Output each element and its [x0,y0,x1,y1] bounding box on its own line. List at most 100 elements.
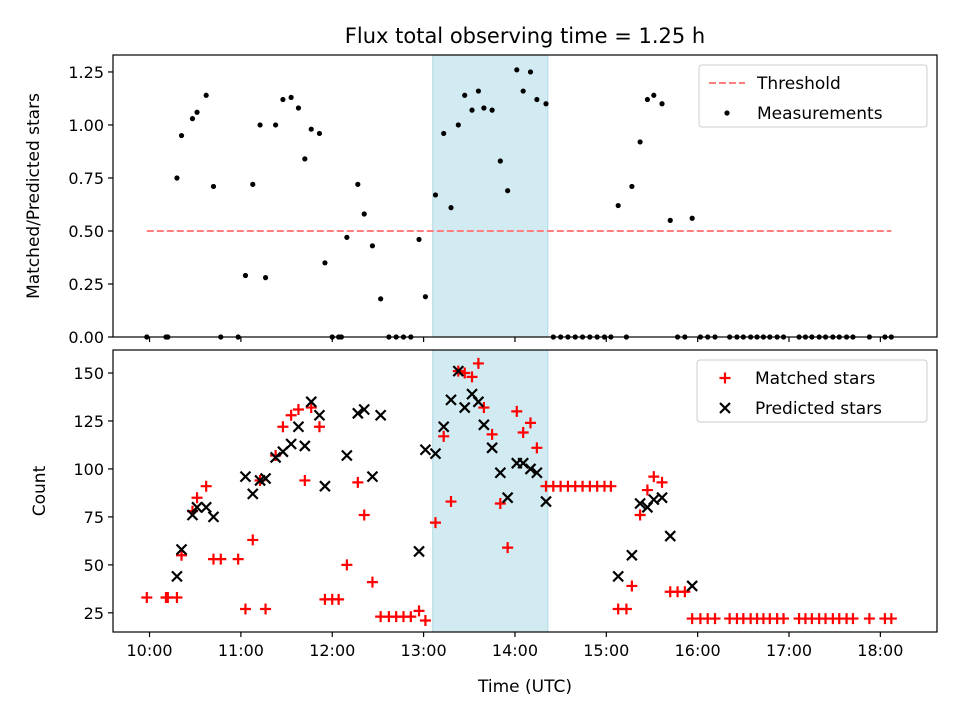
matched-star-point [847,613,859,625]
legend-measurement-swatch [724,110,730,116]
predicted-star-point [656,491,668,504]
predicted-star-point [186,509,199,521]
x-tick-label: 15:00 [583,641,629,660]
predicted-star-point [413,545,425,558]
matched-star-point [285,409,297,421]
measurement-point [422,294,429,300]
measurement-point [355,181,361,187]
predicted-star-point [501,491,514,504]
matched-star-point [778,613,790,625]
measurement-point [178,132,185,139]
predicted-star-point [259,472,272,485]
matched-star-point [413,605,425,617]
predicted-star-point [246,488,259,500]
matched-star-point [511,405,523,417]
predicted-star-point [171,570,183,583]
predicted-star-point [366,470,379,483]
measurement-point [210,183,217,190]
measurement-point [543,101,549,107]
predicted-star-point [239,470,252,483]
predicted-star-point [305,396,318,408]
y-axis-label: Count [30,465,50,516]
measurement-point [629,183,635,190]
y-tick-label: 0.25 [68,275,104,294]
matched-star-point [260,603,272,615]
measurement-point [242,272,249,279]
x-tick-label: 17:00 [766,641,812,660]
predicted-star-point [292,420,305,433]
matched-star-point [648,471,660,483]
y-tick-label: 1.25 [68,63,104,82]
y-tick-label: 1.00 [68,116,104,135]
predicted-star-point [175,543,188,556]
measurement-point [497,158,503,164]
predicted-star-point [664,530,677,542]
measurement-point [455,122,461,128]
predicted-star-point [612,570,624,583]
predicted-star-point [478,419,490,431]
legend-box [698,64,928,128]
y-tick-label: 0.75 [68,169,104,188]
matched-star-point [634,509,646,521]
matched-star-point [405,611,417,623]
predicted-star-point [429,447,442,460]
matched-star-point [313,421,325,433]
measurement-point [462,92,468,98]
matched-star-point [641,484,653,496]
matched-star-point [232,553,244,565]
matched-star-point [215,553,227,565]
predicted-star-point [540,495,552,508]
y-tick-label: 50 [84,556,104,575]
matched-star-point [277,421,289,433]
measurement-point [189,116,196,122]
matched-star-point [863,613,875,625]
measurement-point [489,107,495,113]
measurement-point [481,105,487,111]
legend-box [696,359,928,423]
matched-star-point [239,603,251,615]
measurement-point [273,122,279,128]
x-tick-label: 11:00 [218,641,264,660]
predicted-star-point [445,394,457,406]
predicted-star-point [341,449,353,462]
matched-star-point [620,603,632,615]
count-panel: 25 50 75 100 125 150 Count 10:00 11:00 12:00 13:00… [30,349,938,660]
matched-star-point [605,480,617,492]
legend: Threshold Measurements [698,64,928,128]
legend-label: Threshold [756,74,841,94]
ratio-panel: 0.00 0.25 0.50 0.75 1.00 1.25 Matched/Predicte… [24,54,938,347]
measurement-point [322,260,328,266]
predicted-star-point [634,497,646,510]
matched-star-point [305,402,317,414]
predicted-star-point [313,409,326,422]
measurement-point [615,202,621,209]
measurement-point [262,275,269,281]
matched-star-point [486,428,498,440]
matched-star-point [517,426,529,438]
measurement-point [651,92,657,98]
predicted-star-point [452,365,465,377]
matched-star-point [200,480,212,492]
measurement-point [514,67,520,73]
predicted-star-point [437,420,450,433]
axes-frame [112,349,938,633]
predicted-star-point [352,407,364,420]
matched-star-point [679,586,691,598]
x-tick-label: 16:00 [675,641,721,660]
legend-label: Predicted stars [755,399,882,419]
measurement-point [302,156,308,162]
measurement-point [194,109,200,115]
y-tick-label: 150 [73,364,104,383]
matched-star-point [176,549,188,561]
matched-star-point [191,492,203,504]
y-tick-label: 75 [84,508,104,527]
measurement-point [280,96,286,103]
x-tick-label: 10:00 [126,641,172,660]
matched-star-point [524,417,536,429]
predicted-star-point [191,501,203,514]
measurement-point [667,217,673,223]
shaded-span [432,54,549,338]
legend-predicted-swatch [719,402,731,414]
measurement-point [257,122,263,128]
matched-star-point [438,430,450,442]
